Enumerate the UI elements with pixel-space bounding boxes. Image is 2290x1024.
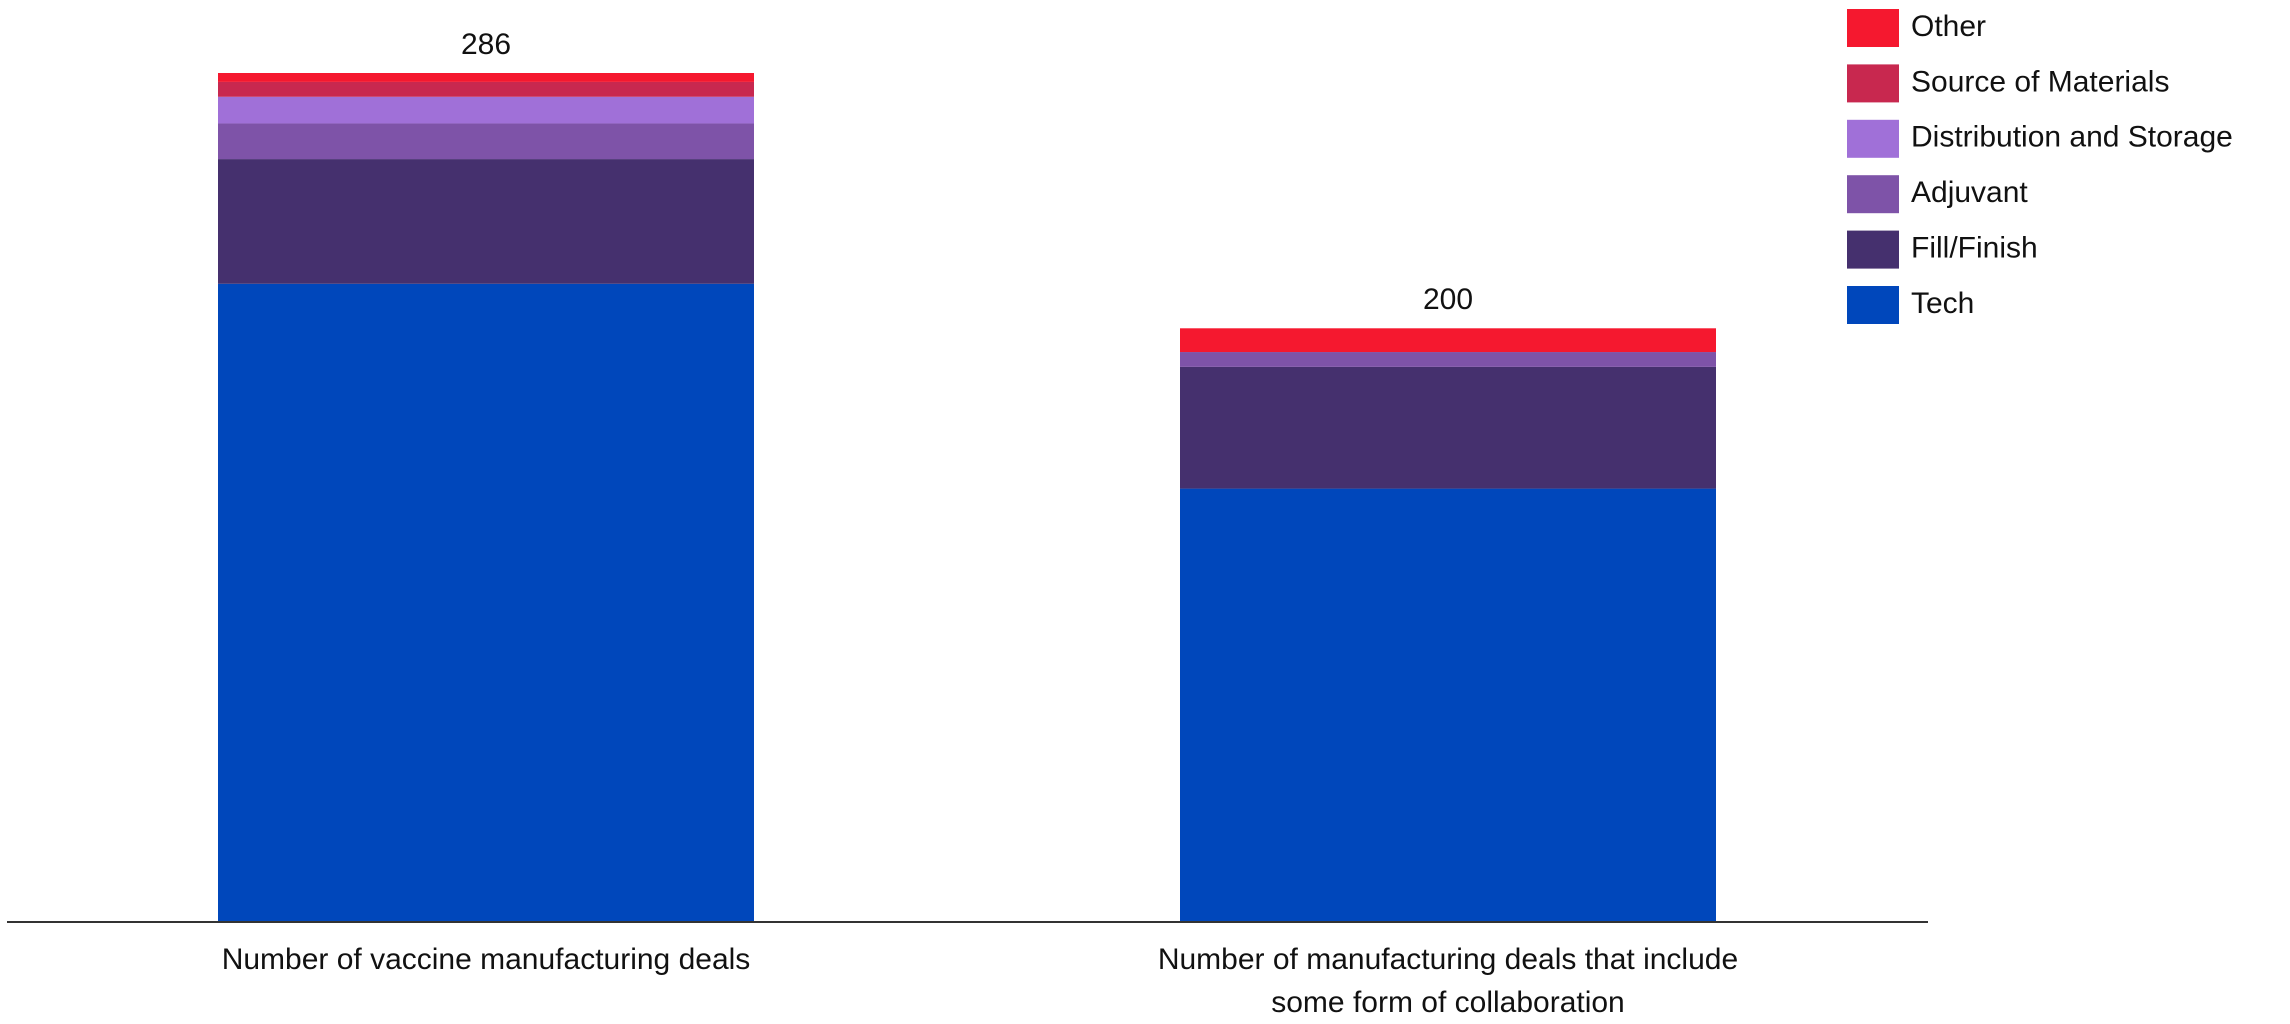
bar-segment (218, 81, 754, 97)
bar-segment (218, 123, 754, 160)
bar-segment (1180, 488, 1716, 922)
legend-swatch (1847, 286, 1899, 324)
legend-swatch (1847, 175, 1899, 214)
total-label: 286 (461, 28, 511, 61)
bar-segment (218, 283, 754, 922)
legend-swatch (1847, 64, 1899, 103)
legend-label: Source of Materials (1911, 65, 2169, 98)
legend-label: Fill/Finish (1911, 232, 2038, 265)
bar-segment (1180, 328, 1716, 353)
legend-swatch (1847, 119, 1899, 158)
legend-label: Distribution and Storage (1911, 121, 2233, 154)
legend-label: Adjuvant (1911, 176, 2028, 209)
bar-segment (218, 96, 754, 124)
bar-segment (1180, 352, 1716, 367)
bar-segment (218, 159, 754, 284)
legend-label: Other (1911, 10, 1986, 43)
legend-label: Tech (1911, 287, 1974, 320)
x-tick-label: Number of vaccine manufacturing deals (221, 943, 751, 976)
bar-segment (218, 73, 754, 82)
x-tick-label: Number of manufacturing deals that inclu… (1157, 943, 1739, 1019)
legend-swatch (1847, 230, 1899, 269)
bar-segment (1180, 366, 1716, 489)
total-label: 200 (1423, 283, 1473, 316)
legend-swatch (1847, 9, 1899, 47)
